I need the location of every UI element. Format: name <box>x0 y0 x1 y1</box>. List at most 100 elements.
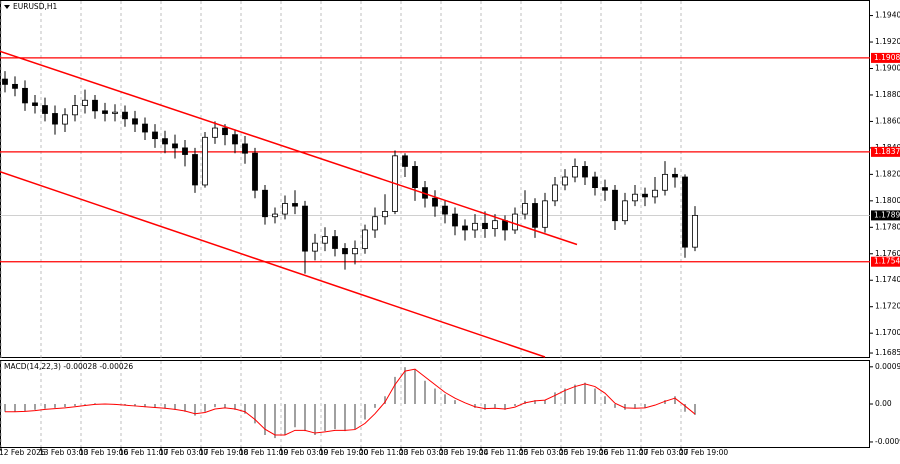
candle-body <box>352 248 358 255</box>
y-tick-label: 0.00 <box>875 399 892 408</box>
candle-body <box>522 203 528 215</box>
trend-line <box>0 50 578 246</box>
candle-body <box>282 203 288 215</box>
candle-body <box>622 200 628 222</box>
price-panel-frame <box>0 0 870 358</box>
candle-body <box>182 147 188 155</box>
y-tick-label: 1.1900 <box>875 63 900 72</box>
candle-body <box>272 213 278 218</box>
candle-body <box>322 236 328 244</box>
candle-body <box>112 111 118 114</box>
x-tick-label: 17 Feb 03:00 <box>159 448 208 457</box>
candle-body <box>602 187 608 191</box>
x-tick-label: 23 Feb 19:00 <box>439 448 488 457</box>
candle-body <box>502 220 508 231</box>
y-tick-label: 1.1760 <box>875 249 900 258</box>
candle-body <box>412 166 418 189</box>
y-tick-label: 1.1780 <box>875 222 900 231</box>
x-tick-label: 19 Feb 19:00 <box>319 448 368 457</box>
candle-body <box>242 143 248 154</box>
y-tick-label: 1.1860 <box>875 116 900 125</box>
candle-body <box>232 134 238 145</box>
x-tick-label: 25 Feb 19:00 <box>559 448 608 457</box>
y-tick-label: 0.00096 <box>875 362 900 371</box>
x-tick-label: 23 Feb 03:00 <box>399 448 448 457</box>
candle-body <box>62 114 68 125</box>
candle-body <box>122 111 128 120</box>
y-tick-label: 1.1720 <box>875 302 900 311</box>
x-tick-label: 27 Feb 19:00 <box>679 448 728 457</box>
candle-body <box>2 78 8 85</box>
candle-body <box>32 102 38 106</box>
level-label-box <box>871 52 900 63</box>
candle-body <box>652 189 658 198</box>
x-tick-label: 20 Feb 11:00 <box>359 448 408 457</box>
candle-body <box>152 131 158 140</box>
candle-body <box>192 154 198 186</box>
chart-title: EURUSD,H1 <box>13 2 57 11</box>
candle-body <box>92 99 98 112</box>
candle-body <box>52 113 58 125</box>
candle-body <box>582 166 588 178</box>
candle-body <box>162 138 168 145</box>
candle-body <box>542 200 548 228</box>
y-tick-label: 1.1920 <box>875 37 900 46</box>
candle-body <box>592 176 598 189</box>
candle-body <box>142 123 148 133</box>
x-tick-label: 25 Feb 03:00 <box>519 448 568 457</box>
candle-body <box>512 213 518 231</box>
x-tick-label: 13 Feb 19:00 <box>79 448 128 457</box>
candle-body <box>72 105 78 116</box>
y-tick-label: 1.1685 <box>875 348 900 357</box>
candle-body <box>472 222 478 231</box>
candle-body <box>682 176 688 248</box>
y-tick-label: 1.1820 <box>875 169 900 178</box>
candle-body <box>562 176 568 186</box>
candle-body <box>442 205 448 215</box>
candle-body <box>252 152 258 191</box>
candle-body <box>692 214 698 248</box>
candle-body <box>12 83 18 89</box>
candle-body <box>552 184 558 202</box>
x-tick-label: 18 Feb 11:00 <box>239 448 288 457</box>
trend-line <box>0 171 546 358</box>
candle-body <box>302 205 308 252</box>
candle-body <box>572 166 578 178</box>
candle-body <box>222 127 228 136</box>
candle-body <box>132 118 138 125</box>
current-price-label: 1.1789 <box>874 210 900 219</box>
candle-body <box>22 87 28 104</box>
candle-body <box>492 220 498 230</box>
current-price-box <box>871 210 900 221</box>
symbol-menu-icon <box>4 5 10 9</box>
candle-body <box>102 110 108 114</box>
y-tick-label: 1.1800 <box>875 196 900 205</box>
x-tick-label: 16 Feb 11:00 <box>119 448 168 457</box>
y-tick-label: 1.1700 <box>875 328 900 337</box>
candle-body <box>432 197 438 207</box>
candle-body <box>42 105 48 114</box>
candle-body <box>532 203 538 228</box>
candle-body <box>372 216 378 231</box>
x-tick-label: 27 Feb 03:00 <box>639 448 688 457</box>
x-tick-label: 17 Feb 19:00 <box>199 448 248 457</box>
candle-body <box>482 222 488 230</box>
candle-body <box>202 136 208 186</box>
x-tick-label: 13 Feb 03:00 <box>39 448 88 457</box>
candle-body <box>342 248 348 255</box>
y-tick-label: 1.1940 <box>875 11 900 20</box>
x-tick-label: 24 Feb 11:00 <box>479 448 528 457</box>
candle-body <box>82 99 88 106</box>
candle-body <box>672 173 678 178</box>
level-label-box <box>871 146 900 157</box>
level-label: 1.1908 <box>874 53 900 62</box>
level-label: 1.1754 <box>874 257 900 266</box>
candle-body <box>332 236 338 249</box>
signal-line <box>5 368 696 436</box>
candle-body <box>452 213 458 227</box>
x-tick-label: 26 Feb 11:00 <box>599 448 648 457</box>
candle-body <box>642 193 648 198</box>
y-tick-label: 1.1880 <box>875 90 900 99</box>
